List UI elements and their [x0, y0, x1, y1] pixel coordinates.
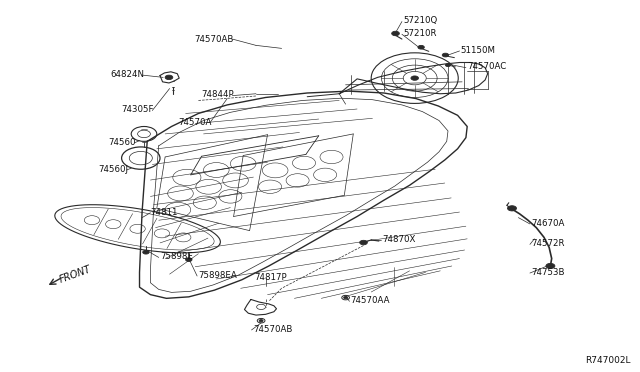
Text: 74560J: 74560J — [98, 165, 128, 174]
Text: 74817P: 74817P — [255, 273, 287, 282]
Circle shape — [442, 53, 449, 57]
Text: 74570AB: 74570AB — [253, 325, 292, 334]
Circle shape — [186, 258, 192, 262]
Text: 74844P: 74844P — [201, 90, 234, 99]
Text: 64824N: 64824N — [110, 70, 144, 79]
Text: 74811: 74811 — [150, 208, 178, 217]
Text: 74570A: 74570A — [178, 118, 211, 126]
Text: 74572R: 74572R — [531, 239, 564, 248]
Text: 75898EA: 75898EA — [198, 271, 237, 280]
Text: 74670A: 74670A — [531, 219, 564, 228]
Circle shape — [259, 320, 263, 322]
Text: 74870X: 74870X — [383, 235, 416, 244]
Circle shape — [418, 45, 424, 49]
Text: 74570AB: 74570AB — [194, 35, 234, 44]
Circle shape — [392, 31, 399, 36]
Circle shape — [344, 296, 348, 299]
Text: 74305F: 74305F — [121, 105, 154, 114]
Text: FRONT: FRONT — [58, 264, 93, 285]
Text: 74560: 74560 — [108, 138, 136, 147]
Text: 57210R: 57210R — [403, 29, 436, 38]
Circle shape — [546, 263, 555, 269]
Circle shape — [360, 240, 367, 245]
Circle shape — [165, 75, 173, 80]
Text: 74570AA: 74570AA — [351, 296, 390, 305]
Circle shape — [508, 206, 516, 211]
Text: 74570AC: 74570AC — [467, 62, 506, 71]
Text: 75898E: 75898E — [160, 252, 193, 261]
Text: 74753B: 74753B — [531, 268, 564, 277]
Circle shape — [143, 250, 149, 254]
Circle shape — [411, 76, 419, 80]
Text: R747002L: R747002L — [585, 356, 630, 365]
Text: 57210Q: 57210Q — [403, 16, 438, 25]
Text: 51150M: 51150M — [461, 46, 496, 55]
Circle shape — [445, 64, 451, 67]
